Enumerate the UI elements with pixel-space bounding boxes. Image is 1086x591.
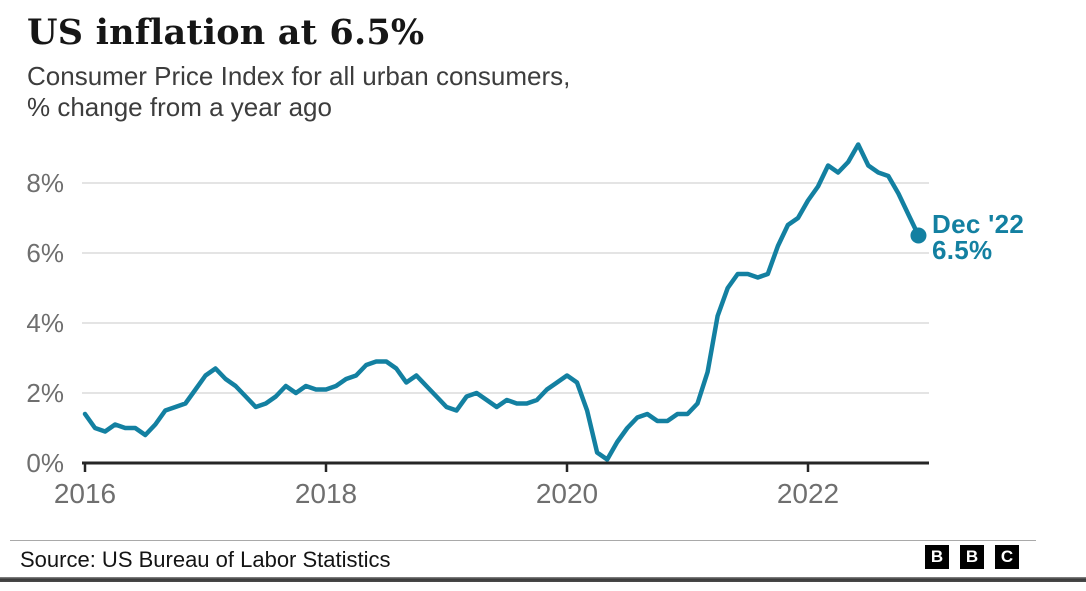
svg-text:2020: 2020 [536,478,598,509]
bbc-logo-letter-b2: B [960,545,984,569]
bottom-window-edge [0,577,1086,582]
bbc-logo: B B C [925,545,1019,569]
svg-text:8%: 8% [26,168,64,198]
svg-text:2%: 2% [26,378,64,408]
endpoint-annotation: Dec '22 6.5% [932,211,1024,263]
svg-text:6%: 6% [26,238,64,268]
endpoint-annotation-value: 6.5% [932,235,993,265]
svg-text:2016: 2016 [54,478,116,509]
chart-subtitle: Consumer Price Index for all urban consu… [27,61,570,123]
svg-text:2018: 2018 [295,478,357,509]
source-credit: Source: US Bureau of Labor Statistics [20,547,391,572]
bbc-logo-letter-c: C [995,545,1019,569]
endpoint-annotation-date: Dec '22 [932,209,1025,239]
subtitle-line-1: Consumer Price Index for all urban consu… [27,61,571,91]
footer-divider [10,540,1036,541]
page-title: US inflation at 6.5% [27,12,425,53]
svg-text:0%: 0% [26,448,64,478]
svg-text:4%: 4% [26,308,64,338]
subtitle-line-2: % change from a year ago [27,92,332,122]
bbc-logo-letter-b1: B [925,545,949,569]
svg-text:2022: 2022 [777,478,839,509]
